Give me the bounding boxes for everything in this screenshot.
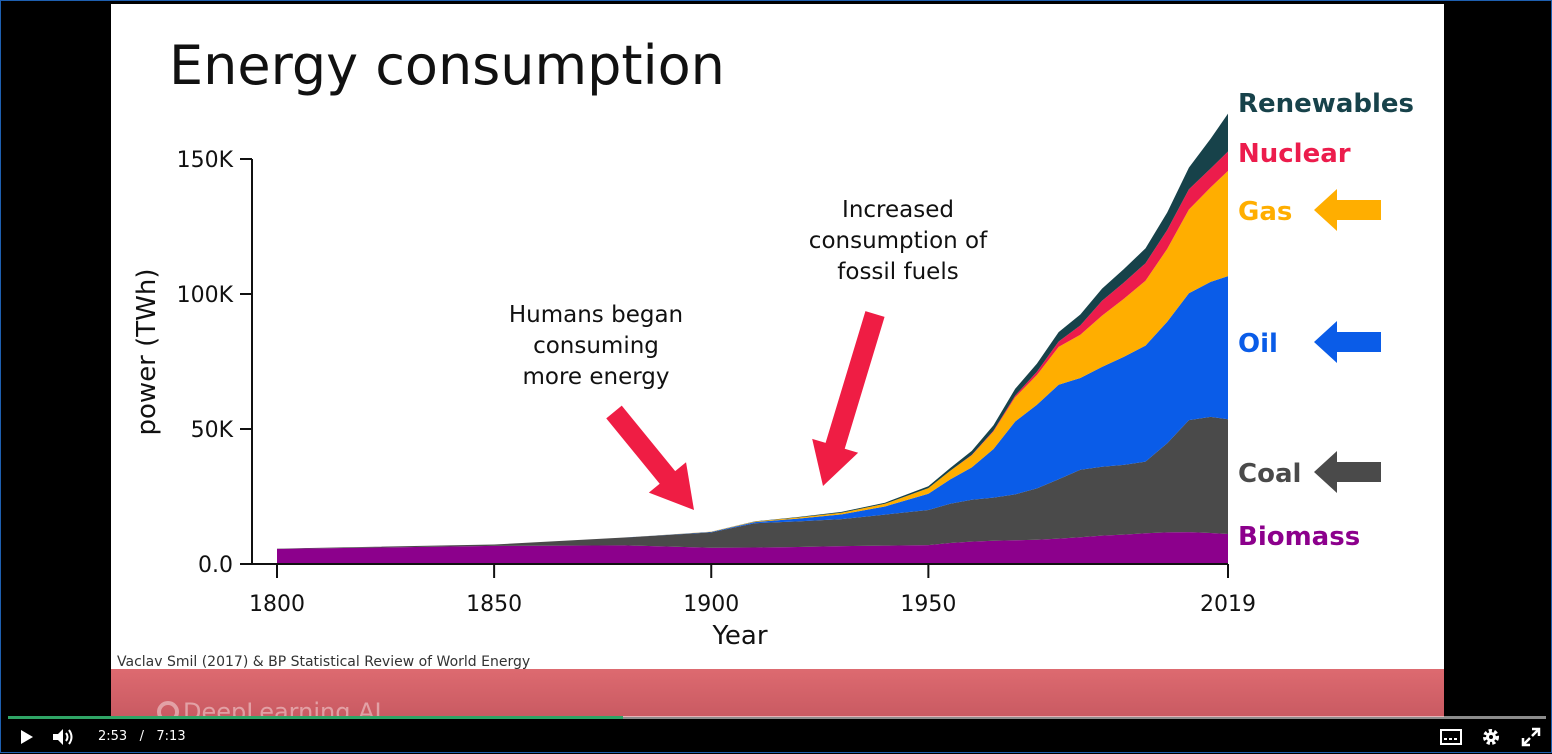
- duration: 7:13: [156, 729, 186, 744]
- pointer-arrow-1: [606, 405, 694, 510]
- logo-icon: [157, 701, 179, 717]
- x-tick-label: 1950: [900, 592, 956, 617]
- x-axis-label: Year: [711, 621, 767, 651]
- legend-gas: Gas: [1238, 197, 1292, 227]
- y-tick-label: 100K: [177, 283, 234, 308]
- progress-fill: [8, 716, 624, 719]
- volume-icon[interactable]: [52, 728, 76, 746]
- legend-arrow-oil: [1314, 321, 1381, 363]
- legend-nuclear: Nuclear: [1238, 139, 1351, 169]
- x-tick-label: 2019: [1200, 592, 1256, 617]
- annotation-line: more energy: [522, 364, 669, 390]
- annotation-line: consumption of: [809, 228, 988, 254]
- annotation-line: Humans began: [509, 302, 683, 328]
- source-credit: Vaclav Smil (2017) & BP Statistical Revi…: [117, 654, 530, 669]
- x-tick-label: 1800: [249, 592, 305, 617]
- annotation-2: Increased consumption of fossil fuels: [809, 197, 988, 285]
- y-axis-label: power (TWh): [132, 269, 162, 436]
- legend-coal: Coal: [1238, 459, 1301, 489]
- y-tick-label: 150K: [177, 148, 234, 173]
- area-oil: [277, 276, 1228, 549]
- legend-renewables: Renewables: [1238, 89, 1414, 119]
- slide-footer: DeepLearning.AI: [111, 669, 1444, 717]
- legend-arrow-coal: [1314, 451, 1381, 493]
- legend-oil: Oil: [1238, 329, 1278, 359]
- x-tick-label: 1900: [683, 592, 739, 617]
- captions-icon[interactable]: [1440, 729, 1462, 745]
- y-tick-label: 50K: [191, 418, 234, 443]
- slide: Energy consumption 0.0 50K 100K 150K 1800 18…: [111, 4, 1444, 669]
- play-icon[interactable]: [20, 729, 34, 745]
- annotation-line: fossil fuels: [837, 259, 958, 285]
- area-coal: [277, 416, 1228, 549]
- y-tick-label: 0.0: [198, 553, 233, 578]
- current-time: 2:53: [98, 729, 128, 744]
- x-tick-label: 1850: [466, 592, 522, 617]
- annotation-line: Increased: [842, 197, 954, 223]
- time-separator: /: [139, 729, 144, 744]
- annotation-line: consuming: [533, 333, 659, 359]
- legend-arrow-gas: [1314, 189, 1381, 231]
- gear-icon[interactable]: [1481, 727, 1501, 747]
- annotation-1: Humans began consuming more energy: [509, 302, 683, 390]
- area-biomass: [277, 532, 1228, 564]
- fullscreen-icon[interactable]: [1521, 727, 1541, 747]
- energy-chart: Energy consumption 0.0 50K 100K 150K 1800 18…: [117, 34, 1414, 669]
- time-display: 2:53 / 7:13: [98, 729, 186, 744]
- progress-bar[interactable]: [8, 716, 1546, 719]
- deeplearning-logo: DeepLearning.AI: [157, 698, 382, 717]
- legend-biomass: Biomass: [1238, 522, 1360, 552]
- pointer-arrow-2: [812, 311, 885, 486]
- chart-title: Energy consumption: [169, 34, 725, 97]
- player-controls: 2:53 / 7:13: [1, 716, 1552, 754]
